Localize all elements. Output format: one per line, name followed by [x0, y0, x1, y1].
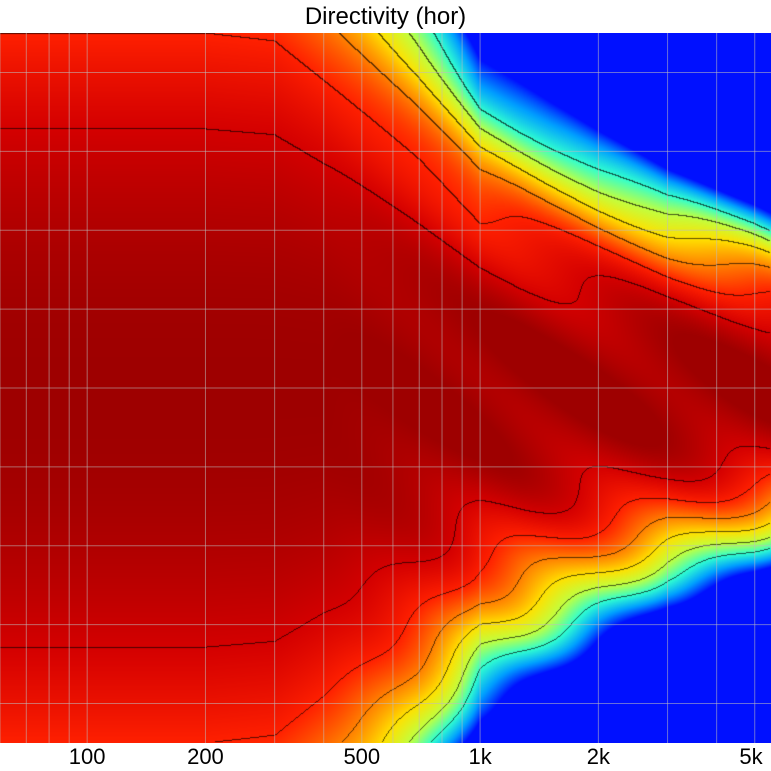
chart-title: Directivity (hor): [304, 3, 467, 30]
x-axis: 100 200 500 1k 2k 5k: [0, 743, 771, 771]
x-tick-label: 2k: [586, 744, 610, 769]
grid-overlay: [0, 33, 771, 743]
x-tick-label: 100: [68, 744, 106, 769]
heatmap-plot-area: [0, 33, 771, 743]
x-tick-label: 200: [187, 744, 224, 769]
x-tick-label: 5k: [739, 744, 763, 769]
x-tick-label: 500: [343, 744, 381, 769]
x-tick-label: 1k: [468, 744, 492, 769]
